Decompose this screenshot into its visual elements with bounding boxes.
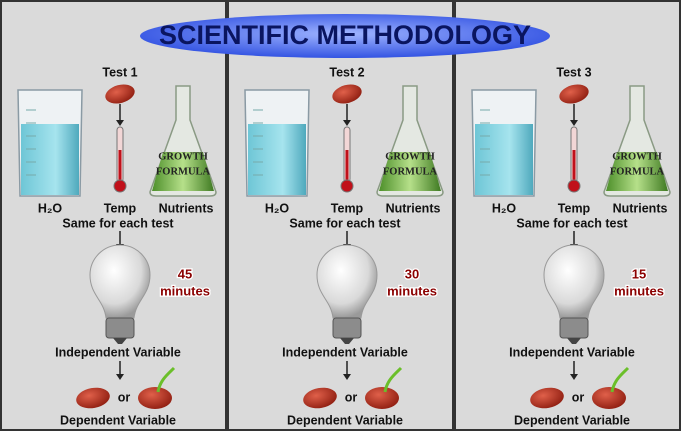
or-label: or xyxy=(345,390,358,404)
independent-variable: Independent Variable xyxy=(55,345,181,359)
test-panel: Test 1 GROWTH FORMULA H₂O Temp NutrientsSame … xyxy=(1,1,226,430)
test-label: Test 2 xyxy=(329,65,364,79)
sprouted-seed xyxy=(138,387,172,409)
flask-label: GROWTH xyxy=(612,151,662,162)
panels: Test 1GROWTHFORMULAH₂OTempNutrientsSame … xyxy=(1,1,680,430)
item-label: Nutrients xyxy=(159,201,214,215)
independent-variable: Independent Variable xyxy=(509,345,635,359)
item-label: Temp xyxy=(558,201,591,215)
time-value: 45 xyxy=(178,266,192,281)
dependent-variable: Dependent Variable xyxy=(287,413,403,427)
constant-note: Same for each test xyxy=(516,216,628,230)
bulb-base xyxy=(106,318,134,338)
beaker-water xyxy=(475,124,533,195)
time-unit: minutes xyxy=(387,283,437,298)
test-panel: Test 3 GROWTH FORMULA H₂O Temp NutrientsSame … xyxy=(455,1,680,430)
time-value: 15 xyxy=(632,266,646,281)
flask-label: FORMULA xyxy=(156,166,211,177)
flask-label: FORMULA xyxy=(383,166,438,177)
page: {"title": "SCIENTIFIC METHODOLOGY", "pan… xyxy=(0,0,681,431)
item-label: Nutrients xyxy=(386,201,441,215)
time-unit: minutes xyxy=(614,283,664,298)
beaker-water xyxy=(21,124,79,195)
diagram: Test 1GROWTHFORMULAH₂OTempNutrientsSame … xyxy=(0,0,681,431)
or-label: or xyxy=(572,390,585,404)
thermometer-bulb xyxy=(341,180,353,192)
sprouted-seed xyxy=(592,387,626,409)
sprouted-seed xyxy=(365,387,399,409)
title: SCIENTIFIC METHODOLOGY xyxy=(159,20,531,50)
or-label: or xyxy=(118,390,131,404)
item-label: Temp xyxy=(104,201,137,215)
item-label: Nutrients xyxy=(613,201,668,215)
beaker-water xyxy=(248,124,306,195)
test-label: Test 1 xyxy=(102,65,137,79)
item-label: H₂O xyxy=(265,201,290,215)
item-label: Temp xyxy=(331,201,364,215)
item-label: H₂O xyxy=(492,201,517,215)
test-label: Test 3 xyxy=(556,65,591,79)
item-label: H₂O xyxy=(38,201,63,215)
dependent-variable: Dependent Variable xyxy=(60,413,176,427)
flask-label: FORMULA xyxy=(610,166,665,177)
flask-label: GROWTH xyxy=(158,151,208,162)
test-panel: Test 2 GROWTH FORMULA H₂O Temp NutrientsSame … xyxy=(228,1,453,430)
time-value: 30 xyxy=(405,266,419,281)
bulb-base xyxy=(333,318,361,338)
dependent-variable: Dependent Variable xyxy=(514,413,630,427)
thermometer-fluid xyxy=(346,150,349,184)
thermometer-fluid xyxy=(119,150,122,184)
thermometer-bulb xyxy=(568,180,580,192)
constant-note: Same for each test xyxy=(289,216,401,230)
time-unit: minutes xyxy=(160,283,210,298)
thermometer-bulb xyxy=(114,180,126,192)
thermometer-fluid xyxy=(573,150,576,184)
independent-variable: Independent Variable xyxy=(282,345,408,359)
bulb-base xyxy=(560,318,588,338)
constant-note: Same for each test xyxy=(62,216,174,230)
flask-label: GROWTH xyxy=(385,151,435,162)
